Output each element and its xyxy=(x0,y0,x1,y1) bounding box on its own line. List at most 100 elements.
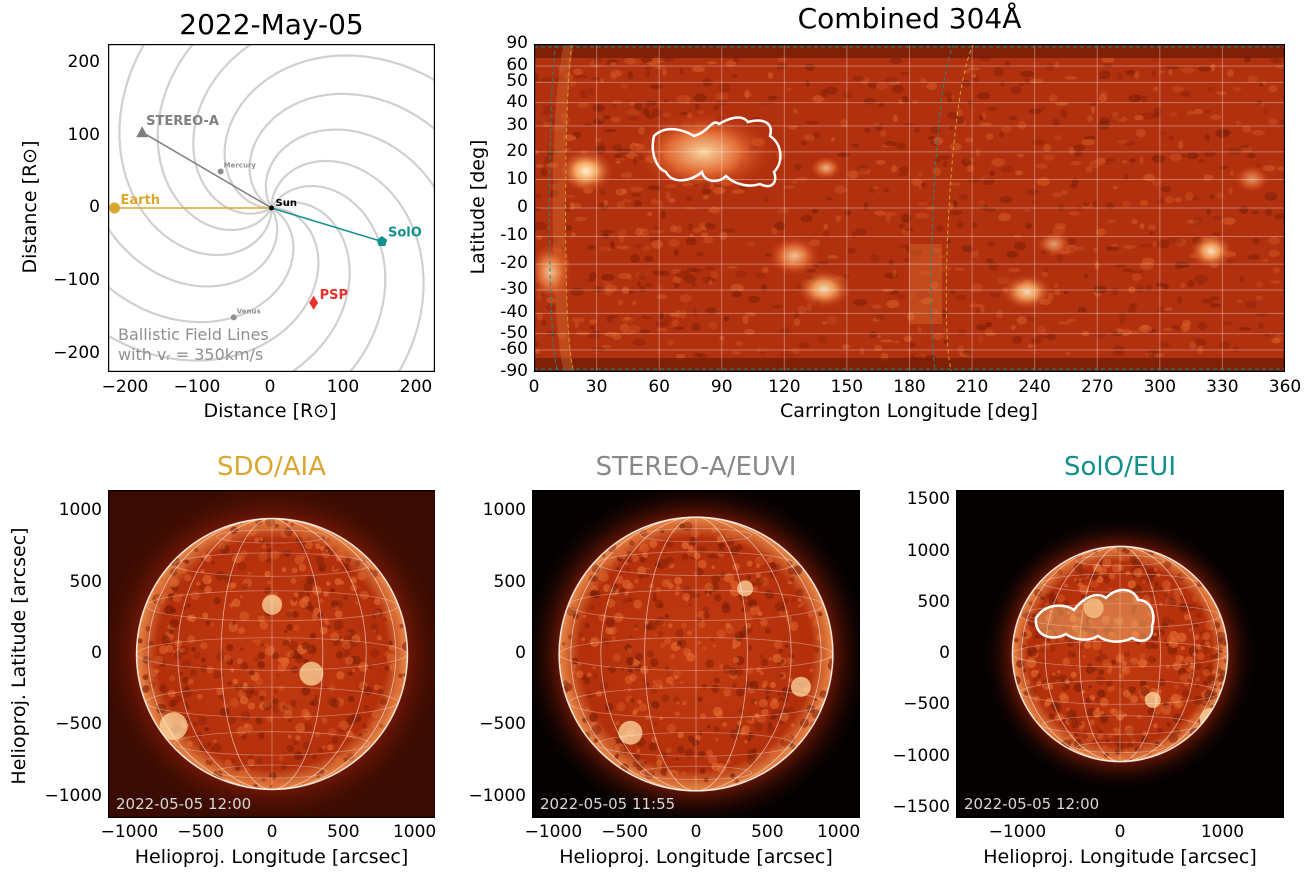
carrington-ylabel: Latitude [deg] xyxy=(467,139,489,275)
orbit-xlabel: Distance [R⊙] xyxy=(203,400,337,422)
disk-ytick: 1000 xyxy=(58,500,102,521)
disk-title-euvi: STEREO-A/EUVI xyxy=(595,452,797,482)
label-earth: Earth xyxy=(121,193,161,208)
disk-xtick: 0 xyxy=(690,822,702,842)
carrington-xtick: 270 xyxy=(1081,377,1114,397)
disk-xtick: −1000 xyxy=(524,822,583,842)
disk-xtick: 1000 xyxy=(816,822,861,842)
disk-image-aia xyxy=(108,490,435,818)
disk-xlabel-aia: Helioproj. Longitude [arcsec] xyxy=(134,846,409,868)
orbit-ytick: 200 xyxy=(67,52,100,72)
orbit-ytick: 0 xyxy=(89,197,100,217)
marker-stereo-a xyxy=(136,126,149,138)
disk-title-eui: SolO/EUI xyxy=(1064,452,1176,482)
carrington-panel-title: Combined 304Å xyxy=(797,2,1022,35)
orbit-ylabel: Distance [R⊙] xyxy=(19,140,41,274)
active-region-contour-eui xyxy=(1034,588,1155,643)
orbit-annotation-line1: Ballistic Field Lines xyxy=(118,325,269,344)
label-mercury: Mercury xyxy=(224,162,257,170)
disk-ytick: 1500 xyxy=(906,489,950,510)
orbit-xtick: 200 xyxy=(399,377,433,397)
carrington-xlabel: Carrington Longitude [deg] xyxy=(780,400,1038,422)
disk-xlabel-euvi: Helioproj. Longitude [arcsec] xyxy=(559,846,833,868)
label-stereo-a: STEREO-A xyxy=(146,114,219,129)
carrington-map xyxy=(534,44,1285,372)
carrington-xtick: 60 xyxy=(648,377,670,397)
timestamp-aia: 2022-05-05 12:00 xyxy=(116,795,252,813)
disk-image-eui xyxy=(956,490,1284,818)
carrington-xtick: 30 xyxy=(585,377,608,397)
orbit-panel-title: 2022-May-05 xyxy=(179,8,364,41)
orbit-plot: STEREO-A Mercury Earth Sun SolO PSP Venus Balli… xyxy=(108,44,435,372)
carrington-ytick: 50 xyxy=(506,71,528,92)
carrington-xtick: 90 xyxy=(710,377,733,397)
disk-xtick: 500 xyxy=(327,822,360,842)
timestamp-euvi: 2022-05-05 11:55 xyxy=(540,795,676,813)
orbit-ytick: −100 xyxy=(53,270,100,290)
carrington-ytick: -40 xyxy=(500,302,528,323)
orbit-ytick: 100 xyxy=(67,125,100,145)
carrington-xtick: 120 xyxy=(768,377,801,397)
disk-ytick: −1500 xyxy=(892,796,950,817)
disk-ytick: −500 xyxy=(55,714,102,735)
label-psp: PSP xyxy=(320,288,348,303)
disk-ytick: 0 xyxy=(939,643,950,663)
orbit-ytick: −200 xyxy=(53,343,100,363)
carrington-ytick: 60 xyxy=(506,54,528,75)
disk-title-aia: SDO/AIA xyxy=(217,452,326,482)
orbit-annotation-line2: with vᵣ = 350km/s xyxy=(118,345,263,364)
disk-xlabel-eui: Helioproj. Longitude [arcsec] xyxy=(983,846,1257,868)
disk-xtick: −500 xyxy=(177,822,225,842)
carrington-xtick: 150 xyxy=(830,377,864,397)
marker-psp xyxy=(309,295,319,310)
disk-ytick: 0 xyxy=(515,643,526,663)
carrington-xtick: 210 xyxy=(955,377,989,397)
carrington-ytick: 40 xyxy=(506,91,528,112)
carrington-ytick: -90 xyxy=(500,361,528,381)
carrington-ytick: 90 xyxy=(506,33,528,53)
disk-ytick: −1000 xyxy=(44,785,102,806)
disk-xtick: 1000 xyxy=(1200,822,1245,842)
marker-solo xyxy=(376,236,388,246)
disk-ytick: 1000 xyxy=(906,540,950,561)
marker-earth xyxy=(109,202,121,214)
orbit-xtick: −100 xyxy=(173,377,221,397)
carrington-ytick: 0 xyxy=(517,197,528,217)
orbit-xtick: 100 xyxy=(326,377,360,397)
label-venus: Venus xyxy=(237,307,261,315)
disk-ytick: −1000 xyxy=(468,785,526,806)
disk-xtick: 500 xyxy=(751,822,784,842)
carrington-ytick: -10 xyxy=(500,225,528,246)
carrington-xtick: 300 xyxy=(1143,377,1177,397)
disk-ytick: 500 xyxy=(917,591,950,612)
carrington-ytick: -50 xyxy=(500,322,528,343)
disk-ytick: 0 xyxy=(91,643,102,663)
disk-ytick: 500 xyxy=(493,571,526,592)
carrington-ytick: 30 xyxy=(506,115,528,135)
disk-ytick: −500 xyxy=(479,714,526,735)
disk-xtick: −1000 xyxy=(988,822,1047,842)
disk-ytick: 500 xyxy=(69,571,102,592)
carrington-xtick: 180 xyxy=(893,377,926,397)
carrington-xtick: 330 xyxy=(1206,377,1239,397)
disk-xtick: −500 xyxy=(601,822,649,842)
disk-ylabel: Helioproj. Latitude [arcsec] xyxy=(8,527,30,785)
disk-xtick: 1000 xyxy=(392,822,437,842)
carrington-xtick: 0 xyxy=(528,377,540,397)
label-solo: SolO xyxy=(388,226,422,241)
carrington-xtick: 240 xyxy=(1018,377,1051,397)
timestamp-eui: 2022-05-05 12:00 xyxy=(964,795,1100,813)
disk-xtick: −1000 xyxy=(100,822,159,842)
disk-ytick: 1000 xyxy=(482,500,526,521)
orbit-xtick: 0 xyxy=(264,377,276,397)
disk-xtick: 0 xyxy=(266,822,278,842)
label-sun: Sun xyxy=(276,198,297,209)
carrington-xtick: 360 xyxy=(1268,377,1302,397)
carrington-ytick: -30 xyxy=(500,279,528,299)
active-region-contour xyxy=(651,116,782,188)
carrington-ytick: -20 xyxy=(500,253,528,274)
orbit-xtick: −200 xyxy=(101,377,149,397)
disk-image-euvi xyxy=(532,490,860,818)
disk-ytick: −500 xyxy=(903,694,950,715)
marker-mercury xyxy=(217,168,224,175)
